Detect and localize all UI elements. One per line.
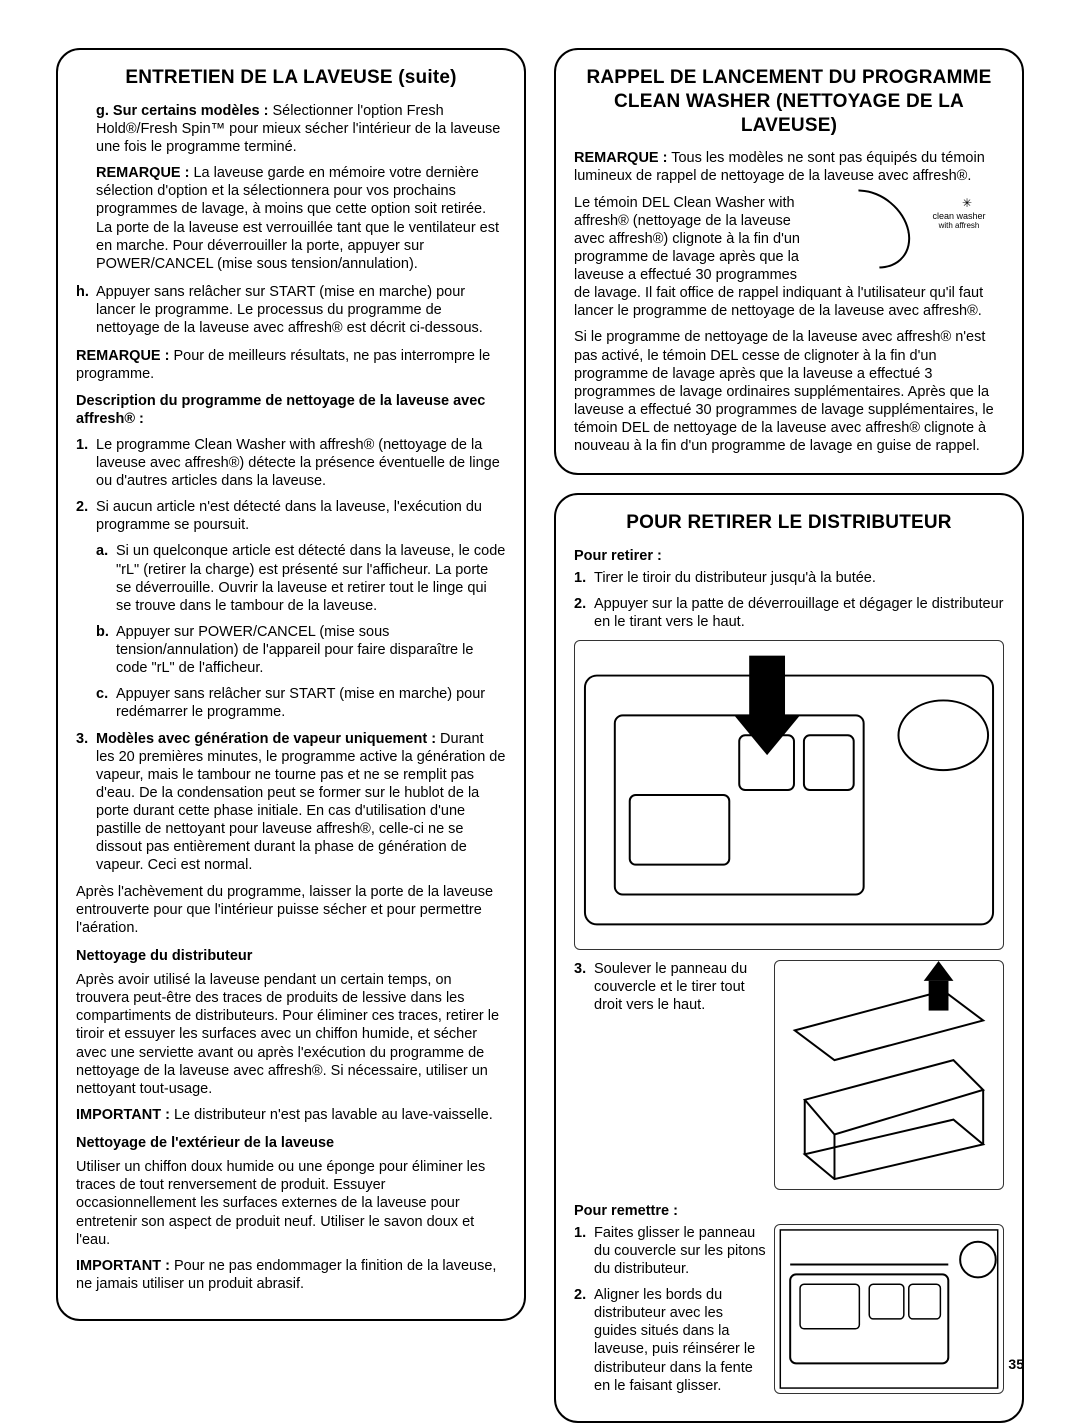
numbered-list: 1.Le programme Clean Washer with affresh… xyxy=(76,436,506,875)
panel-retirer-title: POUR RETIRER LE DISTRIBUTEUR xyxy=(574,511,1004,535)
retirer-1: 1.Tirer le tiroir du distributeur jusqu'… xyxy=(594,569,1004,587)
icon-label-l1: clean washer xyxy=(932,211,985,221)
snowflake-icon: ✳ xyxy=(962,196,972,211)
retirer-list: 1.Tirer le tiroir du distributeur jusqu'… xyxy=(574,569,1004,631)
num-1-text: Le programme Clean Washer with affresh® … xyxy=(96,437,500,489)
rappel-p2: Si le programme de nettoyage de la laveu… xyxy=(574,328,1004,455)
remettre-2: 2.Aligner les bords du distributeur avec… xyxy=(594,1286,1004,1395)
item-g-remarque: REMARQUE : La laveuse garde en mémoire v… xyxy=(96,164,506,273)
retirer-2: 2.Appuyer sur la patte de déverrouillage… xyxy=(594,595,1004,631)
item-h: h. Appuyer sans relâcher sur START (mise… xyxy=(96,283,506,337)
panel-entretien-title: ENTRETIEN DE LA LAVEUSE (suite) xyxy=(76,66,506,90)
important2-bold: IMPORTANT : xyxy=(76,1258,170,1274)
page-columns: ENTRETIEN DE LA LAVEUSE (suite) g. Sur c… xyxy=(56,48,1024,1423)
remarque2: REMARQUE : Pour de meilleurs résultats, … xyxy=(76,347,506,383)
important2: IMPORTANT : Pour ne pas endommager la fi… xyxy=(76,1257,506,1293)
icon-label-l2: with affresh xyxy=(939,221,980,230)
important1-text: Le distributeur n'est pas lavable au lav… xyxy=(170,1107,493,1123)
remettre-list: 1.Faites glisser le panneau du couvercle… xyxy=(574,1224,1004,1395)
retirer-2-text: Appuyer sur la patte de déverrouillage e… xyxy=(594,596,1003,630)
illus-clean-washer-icon: ✳ clean washer with affresh xyxy=(824,194,1004,274)
panel-entretien: ENTRETIEN DE LA LAVEUSE (suite) g. Sur c… xyxy=(56,48,526,1321)
panel-rappel-title: RAPPEL DE LANCEMENT DU PROGRAMME CLEAN W… xyxy=(574,66,1004,137)
distrib-text: Après avoir utilisé la laveuse pendant u… xyxy=(76,971,506,1098)
remettre-head: Pour remettre : xyxy=(574,1202,1004,1220)
important1-bold: IMPORTANT : xyxy=(76,1107,170,1123)
num-2: 2.Si aucun article n'est détecté dans la… xyxy=(96,498,506,721)
retirer-head: Pour retirer : xyxy=(574,547,1004,565)
item-g-text: g. Sur certains modèles : Sélectionner l… xyxy=(96,102,506,156)
retirer-3-text: Soulever le panneau du couvercle et le t… xyxy=(594,961,747,1013)
desc-heading: Description du programme de nettoyage de… xyxy=(76,392,506,428)
retirer-list-3: 3.Soulever le panneau du couvercle et le… xyxy=(574,960,1004,1014)
alpha-b-text: Appuyer sur POWER/CANCEL (mise sous tens… xyxy=(116,624,473,676)
remarque2-bold: REMARQUE : xyxy=(76,348,169,364)
remettre-1-text: Faites glisser le panneau du couvercle s… xyxy=(594,1225,766,1277)
right-column: RAPPEL DE LANCEMENT DU PROGRAMME CLEAN W… xyxy=(554,48,1024,1423)
retirer-step3-row: 3.Soulever le panneau du couvercle et le… xyxy=(574,960,1004,1190)
item-g: g. Sur certains modèles : Sélectionner l… xyxy=(96,102,506,273)
left-column: ENTRETIEN DE LA LAVEUSE (suite) g. Sur c… xyxy=(56,48,526,1423)
num-3-rest: Durant les 20 premières minutes, le prog… xyxy=(96,731,505,874)
exterieur-text: Utiliser un chiffon doux humide ou une é… xyxy=(76,1158,506,1249)
retirer-1-text: Tirer le tiroir du distributeur jusqu'à … xyxy=(594,570,876,586)
alpha-b: b.Appuyer sur POWER/CANCEL (mise sous te… xyxy=(116,623,506,677)
panel-retirer: POUR RETIRER LE DISTRIBUTEUR Pour retire… xyxy=(554,493,1024,1423)
num-3-bold: Modèles avec génération de vapeur unique… xyxy=(96,731,436,747)
rappel-title-l2: CLEAN WASHER (NETTOYAGE DE LA LAVEUSE) xyxy=(614,91,964,136)
important1: IMPORTANT : Le distributeur n'est pas la… xyxy=(76,1106,506,1124)
num-3: 3.Modèles avec génération de vapeur uniq… xyxy=(96,730,506,875)
alpha-a: a.Si un quelconque article est détecté d… xyxy=(116,542,506,615)
item-h-text: Appuyer sans relâcher sur START (mise en… xyxy=(96,284,483,336)
panel-rappel: RAPPEL DE LANCEMENT DU PROGRAMME CLEAN W… xyxy=(554,48,1024,475)
item-g-bold: g. Sur certains modèles : xyxy=(96,103,268,119)
alpha-sublist: a.Si un quelconque article est détecté d… xyxy=(96,542,506,721)
lettered-list: g. Sur certains modèles : Sélectionner l… xyxy=(76,102,506,338)
arc-shape xyxy=(812,173,926,284)
page-number: 35 xyxy=(1008,1356,1024,1374)
illus-dispenser-top xyxy=(574,640,1004,950)
rappel-title-l1: RAPPEL DE LANCEMENT DU PROGRAMME xyxy=(586,67,991,88)
icon-label: clean washer with affresh xyxy=(914,212,1004,232)
remettre-1: 1.Faites glisser le panneau du couvercle… xyxy=(594,1224,1004,1278)
remettre-row: 1.Faites glisser le panneau du couvercle… xyxy=(574,1224,1004,1403)
subhead-distributeur: Nettoyage du distributeur xyxy=(76,947,506,965)
alpha-a-text: Si un quelconque article est détecté dan… xyxy=(116,543,505,613)
alpha-c: c.Appuyer sans relâcher sur START (mise … xyxy=(116,685,506,721)
subhead-exterieur: Nettoyage de l'extérieur de la laveuse xyxy=(76,1134,506,1152)
retirer-3: 3.Soulever le panneau du couvercle et le… xyxy=(594,960,1004,1014)
alpha-c-text: Appuyer sans relâcher sur START (mise en… xyxy=(116,686,485,720)
item-h-marker: h. xyxy=(76,283,89,301)
num-1: 1.Le programme Clean Washer with affresh… xyxy=(96,436,506,490)
num-2-text: Si aucun article n'est détecté dans la l… xyxy=(96,499,482,533)
after-paragraph: Après l'achèvement du programme, laisser… xyxy=(76,883,506,937)
dispenser-top-svg xyxy=(575,641,1003,949)
item-g-remarque-bold: REMARQUE : xyxy=(96,165,189,181)
remettre-2-text: Aligner les bords du distributeur avec l… xyxy=(594,1287,755,1394)
rappel-remarque: REMARQUE : Tous les modèles ne sont pas … xyxy=(574,149,1004,185)
rappel-remarque-bold: REMARQUE : xyxy=(574,150,667,166)
